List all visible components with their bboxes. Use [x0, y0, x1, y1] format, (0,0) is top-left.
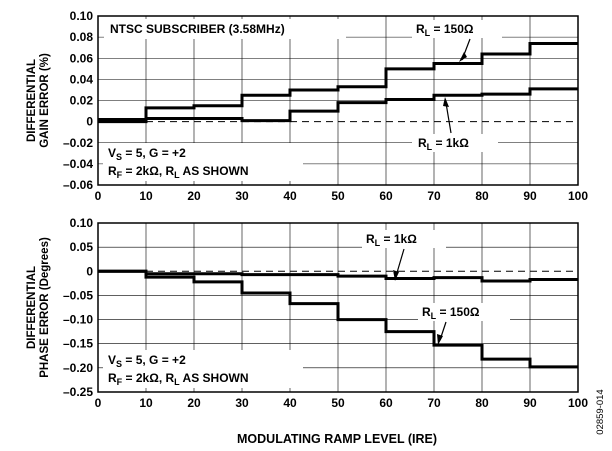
series-pointer: [445, 102, 452, 134]
x-tick-label: 80: [475, 189, 489, 203]
x-tick-label: 100: [568, 396, 588, 410]
x-tick-label: 50: [331, 396, 345, 410]
y-tick-label: –0.15: [63, 337, 93, 351]
y-axis-label: DIFFERENTIALGAIN ERROR (%): [26, 53, 51, 148]
y-tick-label: –0.04: [63, 157, 93, 171]
condition-backdrop: [103, 350, 303, 388]
plot-frame: [97, 15, 579, 186]
y-tick-label: 0.02: [70, 94, 94, 108]
series-label-1k-ohm: RL = 1kΩ: [366, 232, 417, 248]
chart-title: NTSC SUBSCRIBER (3.58MHz): [110, 22, 285, 36]
x-tick-label: 20: [187, 396, 201, 410]
x-tick-label: 90: [523, 189, 537, 203]
x-tick-label: 40: [283, 189, 297, 203]
y-tick-label: 0.04: [70, 72, 94, 86]
condition-supply: VS = 5, G = +2: [108, 353, 186, 369]
plot-frame: [97, 222, 579, 393]
y-tick-label: 0.10: [70, 216, 94, 230]
x-tick-label: 30: [235, 189, 249, 203]
title-backdrop: [104, 19, 346, 39]
pointer-arrowhead: [437, 334, 443, 345]
series-label-backdrop: [418, 303, 510, 321]
condition-resistors: RF = 2kΩ, RL AS SHOWN: [108, 164, 249, 180]
y-tick-label: –0.25: [63, 385, 93, 399]
x-tick-label: 50: [331, 189, 345, 203]
x-tick-label: 0: [95, 189, 102, 203]
y-tick-label: 0.10: [70, 9, 94, 23]
series-line-0: [98, 269, 578, 283]
x-tick-label: 100: [568, 189, 588, 203]
pointer-arrowhead: [459, 52, 467, 62]
x-tick-label: 80: [475, 396, 489, 410]
condition-resistors: RF = 2kΩ, RL AS SHOWN: [108, 371, 249, 387]
series-label-backdrop: [412, 20, 502, 38]
figure-id: 02859-014: [595, 389, 606, 434]
y-tick-label: –0.05: [63, 288, 93, 302]
gain-error-panel: 0.100.080.060.040.020–0.02–0.04–0.060 10 2…: [26, 9, 588, 203]
phase-error-panel: 0.100.050–0.05–0.10–0.15–0.20–0.250 10 20 3…: [26, 216, 588, 410]
x-tick-label: 60: [379, 189, 393, 203]
y-axis-label: DIFFERENTIALPHASE ERROR (Degrees): [26, 237, 51, 378]
y-tick-label: –0.10: [63, 313, 93, 327]
y-tick-label: –0.20: [63, 361, 93, 375]
x-tick-label: 0: [95, 396, 102, 410]
y-tick-label: 0.05: [70, 240, 94, 254]
pointer-arrowhead: [393, 270, 399, 281]
series-label-150-ohm: RL = 150Ω: [422, 305, 480, 321]
series-label-backdrop: [412, 134, 498, 152]
condition-backdrop: [103, 143, 303, 181]
y-tick-label: 0: [86, 264, 93, 278]
x-tick-label: 10: [139, 189, 153, 203]
x-tick-label: 20: [187, 189, 201, 203]
x-tick-label: 70: [427, 396, 441, 410]
y-tick-label: 0.08: [70, 30, 94, 44]
x-tick-label: 10: [139, 396, 153, 410]
series-line-1: [98, 87, 578, 124]
x-tick-label: 30: [235, 396, 249, 410]
series-label-backdrop: [362, 230, 446, 248]
y-tick-label: –0.02: [63, 136, 93, 150]
x-tick-label: 60: [379, 396, 393, 410]
y-tick-label: –0.06: [63, 178, 93, 192]
pointer-arrowhead: [443, 97, 449, 107]
series-line-0: [98, 41, 578, 122]
x-tick-label: 70: [427, 189, 441, 203]
y-tick-label: 0: [86, 115, 93, 129]
series-label-1k-ohm: RL = 1kΩ: [418, 136, 469, 152]
x-tick-label: 90: [523, 396, 537, 410]
y-tick-label: 0.06: [70, 51, 94, 65]
x-axis-label: MODULATING RAMP LEVEL (IRE): [237, 432, 437, 446]
series-label-150-ohm: RL = 150Ω: [416, 22, 474, 38]
x-tick-label: 40: [283, 396, 297, 410]
series-line-1: [98, 269, 578, 369]
condition-supply: VS = 5, G = +2: [108, 146, 186, 162]
